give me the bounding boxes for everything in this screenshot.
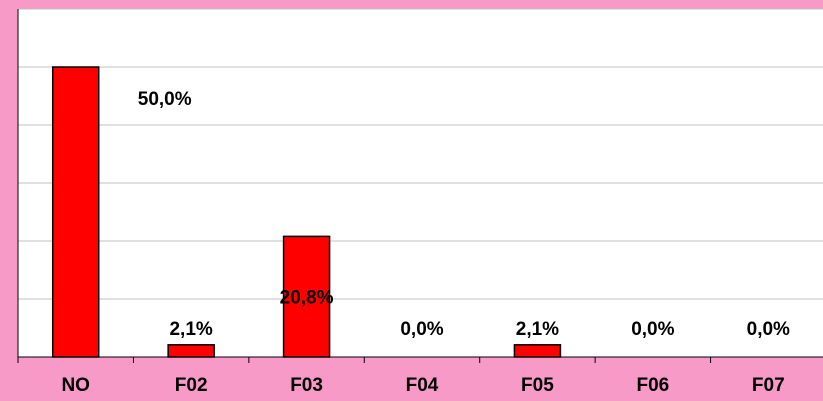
bar	[513, 344, 562, 358]
data-label: 0,0%	[400, 319, 443, 340]
x-tick-label: NO	[61, 375, 90, 396]
data-label: 0,0%	[631, 319, 674, 340]
data-label: 20,8%	[280, 287, 334, 308]
data-label: 0,0%	[747, 319, 790, 340]
data-label: 50,0%	[138, 89, 192, 110]
x-tick-label: F03	[290, 375, 323, 396]
data-label: 2,1%	[516, 319, 559, 340]
x-tick-label: F02	[175, 375, 208, 396]
bar	[282, 235, 331, 358]
x-tick-label: F06	[636, 375, 669, 396]
data-label: 2,1%	[169, 319, 212, 340]
bar	[167, 344, 215, 358]
x-tick-label: F04	[406, 375, 439, 396]
x-tick-label: F07	[752, 375, 785, 396]
bar	[51, 66, 100, 358]
x-tick-label: F05	[521, 375, 554, 396]
